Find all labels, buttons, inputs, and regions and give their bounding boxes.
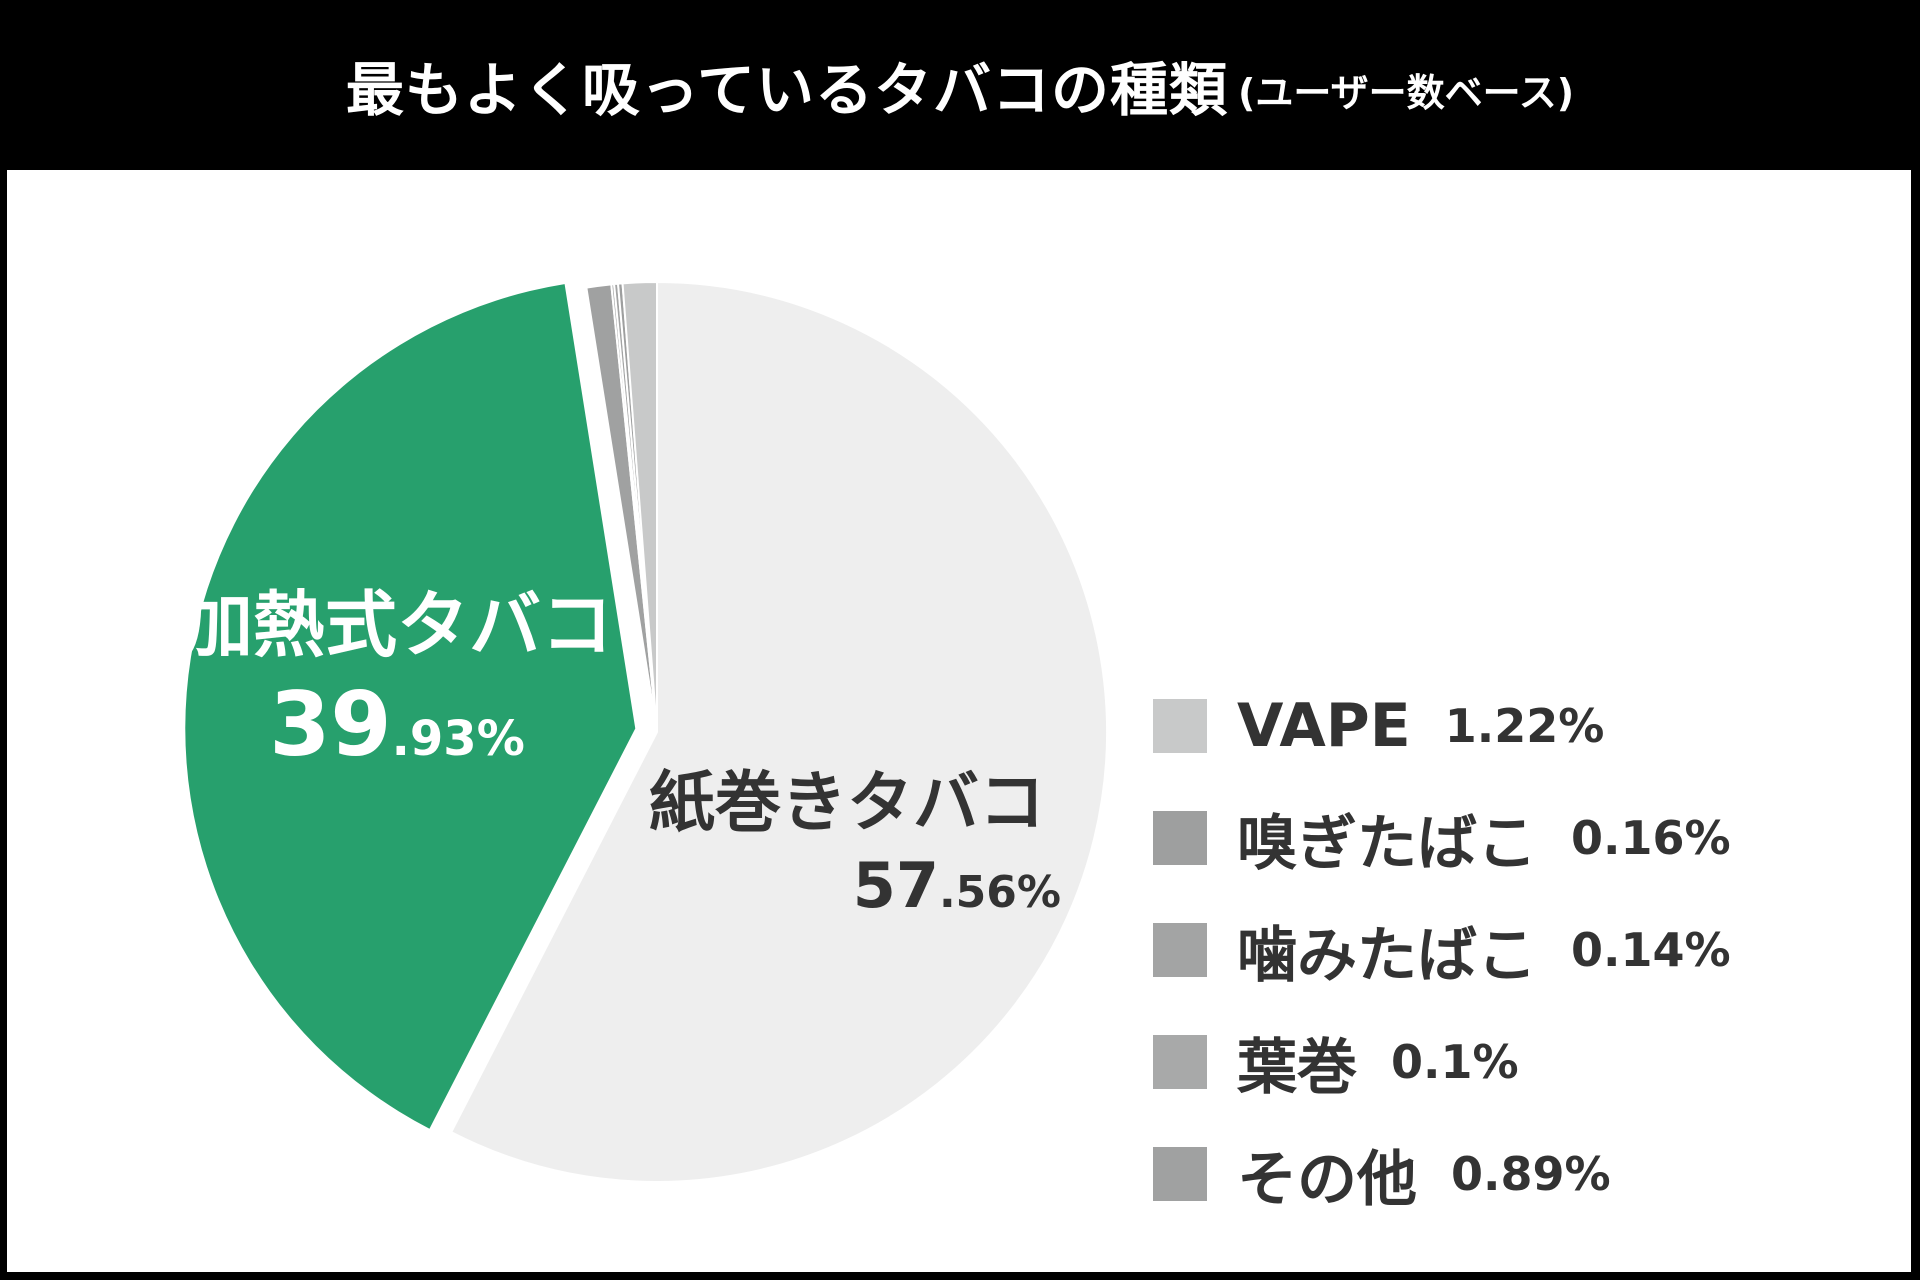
- legend-label: 噛みたばこ: [1237, 920, 1537, 991]
- slice-heated-tobacco: [185, 284, 636, 1129]
- legend-value: 0.1%: [1391, 1035, 1519, 1089]
- legend-label: VAPE: [1237, 691, 1411, 761]
- legend-item: VAPE 1.22%: [1153, 670, 1893, 782]
- legend-value: 0.14%: [1571, 923, 1731, 977]
- legend-swatch: [1153, 1147, 1207, 1201]
- slice-cigarettes: [449, 280, 1108, 1183]
- legend-swatch: [1153, 811, 1207, 865]
- slice-label-value: 39.93%: [269, 673, 525, 776]
- chart-title: 最もよく吸っているタバコの種類: [345, 56, 1229, 124]
- pie-chart: [185, 280, 1108, 1183]
- slice-label-value: 57.56%: [852, 849, 1061, 922]
- legend-label: 葉巻: [1237, 1032, 1357, 1103]
- legend-value: 1.22%: [1444, 699, 1605, 753]
- legend-swatch: [1153, 1035, 1207, 1089]
- legend: VAPE 1.22% 嗅ぎたばこ 0.16% 噛みたばこ 0.14% 葉巻 0.…: [1153, 670, 1893, 1230]
- legend-label: 嗅ぎたばこ: [1237, 808, 1537, 879]
- legend-value: 0.16%: [1571, 811, 1731, 865]
- chart-panel: 加熱式タバコ 39.93% 紙巻きタバコ 57.56% VAPE 1.22% 嗅…: [7, 170, 1911, 1272]
- legend-item: その他 0.89%: [1153, 1118, 1893, 1230]
- legend-swatch: [1153, 699, 1207, 753]
- title-bar: 最もよく吸っているタバコの種類 (ユーザー数ベース): [0, 0, 1920, 170]
- legend-item: 嗅ぎたばこ 0.16%: [1153, 782, 1893, 894]
- legend-value: 0.89%: [1451, 1147, 1611, 1201]
- slice-label-name: 加熱式タバコ: [180, 583, 613, 667]
- slice-vape: [621, 280, 658, 733]
- slice-label-heated-tobacco: 加熱式タバコ 39.93%: [167, 580, 627, 794]
- legend-item: 噛みたばこ 0.14%: [1153, 894, 1893, 1006]
- legend-item: 葉巻 0.1%: [1153, 1006, 1893, 1118]
- slice-label-name: 紙巻きタバコ: [649, 764, 1045, 841]
- legend-swatch: [1153, 923, 1207, 977]
- slice-label-cigarettes: 紙巻きタバコ 57.56%: [627, 760, 1067, 933]
- chart-subtitle: (ユーザー数ベース): [1238, 70, 1575, 115]
- legend-label: その他: [1237, 1144, 1417, 1215]
